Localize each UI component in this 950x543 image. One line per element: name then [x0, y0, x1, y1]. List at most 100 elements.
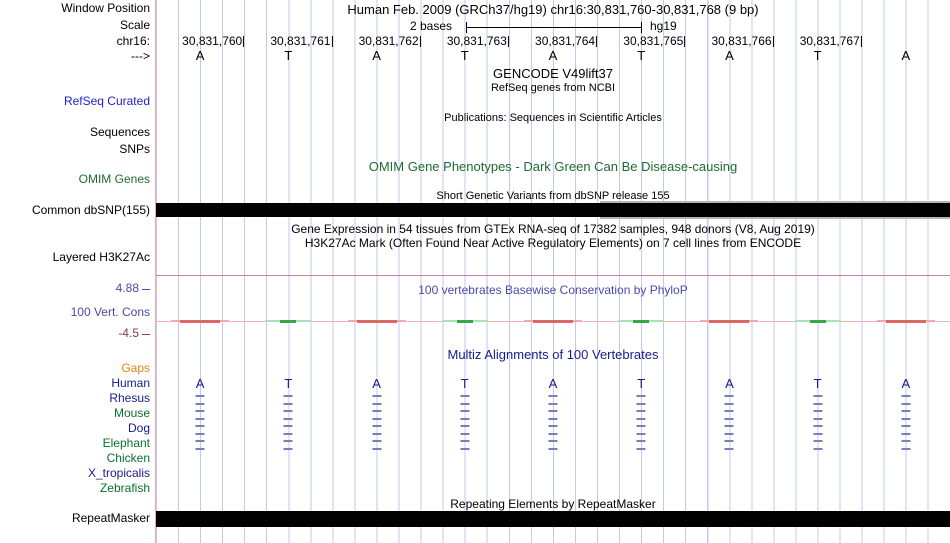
sidebar-item-x-tropicalis[interactable]: X_tropicalis — [87, 466, 150, 480]
ruler-position-text: 30,831,760 — [182, 34, 243, 48]
alignment-match-icon — [460, 440, 470, 450]
ruler-position-1: 30,831,761 — [270, 34, 333, 48]
alignment-row-dog — [156, 421, 950, 436]
alignment-row-x_tropicalis — [156, 466, 950, 481]
conservation-mark-2 — [356, 320, 397, 323]
repeatmasker-track-title[interactable]: Repeating Elements by RepeatMasker — [450, 497, 656, 511]
window-position-label: Window Position — [61, 1, 150, 15]
h3k27ac-track-title[interactable]: H3K27Ac Mark (Often Found Near Active Re… — [304, 236, 802, 250]
conservation-max-tick: 4.88 — [116, 281, 150, 295]
publications-track-title[interactable]: Publications: Sequences in Scientific Ar… — [444, 112, 662, 124]
track-label-column: Window Position Scale chr16: ---> RefSeq… — [0, 0, 153, 543]
scale-bar-label: 2 bases — [410, 19, 453, 33]
ruler-position-7: 30,831,767 — [800, 34, 862, 48]
reference-base-8: A — [901, 48, 911, 63]
alignment-match-icon — [724, 425, 734, 435]
base-position-ruler[interactable]: 30,831,760 30,831,761 30,831,762 30,831,763… — [156, 34, 950, 48]
conservation-mark-4 — [533, 320, 573, 323]
sidebar-item-dog[interactable]: Dog — [127, 421, 150, 435]
phylop-track-title[interactable]: 100 vertebrates Basewise Conservation by… — [418, 283, 688, 297]
alignment-match-icon — [195, 395, 205, 405]
reference-base-7: T — [813, 48, 822, 63]
conservation-mark-7 — [809, 320, 826, 323]
reference-base-5: T — [637, 48, 646, 63]
ruler-position-text: 30,831,763 — [446, 34, 507, 48]
ruler-position-0: 30,831,760 — [182, 34, 245, 48]
sidebar-item-repeatmasker[interactable]: RepeatMasker — [71, 511, 150, 525]
ruler-position-text: 30,831,764 — [535, 34, 596, 48]
page-title: Human Feb. 2009 (GRCh37/hg19) chr16:30,8… — [347, 2, 759, 17]
sidebar-item-common-dbsnp[interactable]: Common dbSNP(155) — [31, 203, 150, 217]
ruler-position-6: 30,831,766 — [711, 34, 774, 48]
sidebar-item-mouse[interactable]: Mouse — [113, 406, 150, 420]
alignment-match-icon — [813, 395, 823, 405]
sidebar-item-vert-cons[interactable]: 100 Vert. Cons — [70, 305, 150, 319]
conservation-top-rule — [156, 275, 950, 276]
ruler-tick-icon — [243, 36, 245, 47]
conservation-mark-6 — [709, 320, 750, 323]
alignment-base: A — [725, 376, 734, 391]
alignment-match-icon — [372, 410, 382, 420]
sidebar-item-gaps[interactable]: Gaps — [121, 361, 150, 375]
gencode-track-title[interactable]: GENCODE V49lift37 — [493, 66, 613, 81]
alignment-match-icon — [283, 395, 293, 405]
alignment-match-icon — [548, 425, 558, 435]
alignment-match-icon — [548, 440, 558, 450]
ruler-tick-icon — [331, 36, 333, 47]
alignment-match-icon — [813, 425, 823, 435]
ruler-position-text: 30,831,765 — [623, 34, 684, 48]
alignment-base: A — [901, 376, 911, 391]
data-area-left-rule — [155, 0, 156, 543]
repeatmasker-bar[interactable] — [156, 511, 950, 527]
multiz-track-title[interactable]: Multiz Alignments of 100 Vertebrates — [447, 347, 659, 362]
strand-arrow-icon: ---> — [131, 49, 150, 63]
sidebar-item-zebrafish[interactable]: Zebrafish — [99, 481, 150, 495]
alignment-match-icon — [901, 395, 911, 405]
sidebar-item-layered-h3k27ac[interactable]: Layered H3K27Ac — [52, 250, 150, 264]
common-dbsnp-bar[interactable] — [156, 203, 950, 217]
ruler-tick-icon — [860, 36, 862, 47]
scale-row: 2 bases hg19 — [156, 19, 950, 34]
alignment-match-icon — [636, 440, 646, 450]
chromosome-label[interactable]: chr16: — [116, 34, 150, 48]
omim-track-title[interactable]: OMIM Gene Phenotypes - Dark Green Can Be… — [368, 159, 738, 174]
conservation-mark-3 — [456, 320, 473, 323]
sidebar-item-omim-genes[interactable]: OMIM Genes — [78, 172, 150, 186]
alignment-match-icon — [283, 440, 293, 450]
sidebar-item-rhesus[interactable]: Rhesus — [109, 391, 150, 405]
reference-base-6: A — [725, 48, 734, 63]
reference-base-4: A — [548, 48, 558, 63]
alignment-row-mouse — [156, 406, 950, 421]
ruler-position-3: 30,831,763 — [447, 34, 509, 48]
ruler-tick-icon — [596, 36, 598, 47]
dbsnp-track-title[interactable]: Short Genetic Variants from dbSNP releas… — [436, 190, 670, 202]
phylop-conservation-panel[interactable] — [156, 275, 950, 341]
sidebar-item-refseq-curated[interactable]: RefSeq Curated — [63, 94, 150, 108]
ruler-tick-icon — [507, 36, 509, 47]
assembly-label: hg19 — [650, 19, 677, 33]
sidebar-item-human[interactable]: Human — [111, 376, 150, 390]
conservation-mark-0 — [180, 320, 221, 323]
alignment-row-rhesus — [156, 391, 950, 406]
sidebar-item-chicken[interactable]: Chicken — [106, 451, 150, 465]
sidebar-item-elephant[interactable]: Elephant — [102, 436, 150, 450]
ruler-position-text: 30,831,766 — [711, 34, 772, 48]
ruler-position-text: 30,831,761 — [270, 34, 331, 48]
reference-base-3: T — [460, 48, 469, 63]
ruler-position-4: 30,831,764 — [535, 34, 598, 48]
refseq-genes-track-title[interactable]: RefSeq genes from NCBI — [490, 82, 616, 94]
alignment-match-icon — [548, 410, 558, 420]
ruler-tick-icon — [772, 36, 774, 47]
gtex-track-title[interactable]: Gene Expression in 54 tissues from GTEx … — [291, 222, 815, 236]
conservation-min-tick: -4.5 — [118, 326, 150, 340]
alignment-base: A — [195, 376, 205, 391]
alignment-match-icon — [813, 410, 823, 420]
alignment-match-icon — [901, 410, 911, 420]
alignment-match-icon — [813, 440, 823, 450]
sidebar-item-sequences[interactable]: Sequences — [89, 125, 150, 139]
sidebar-item-snps[interactable]: SNPs — [119, 142, 150, 156]
alignment-match-icon — [460, 395, 470, 405]
